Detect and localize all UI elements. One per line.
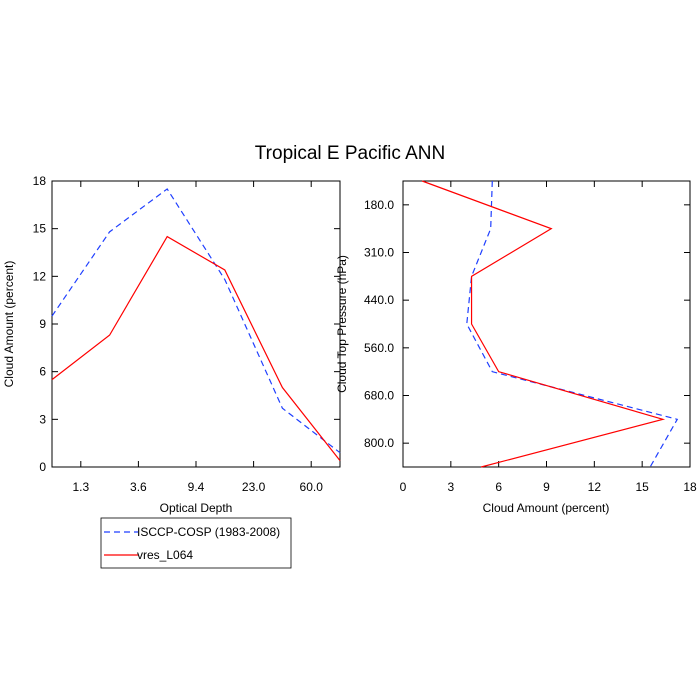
- right-xlabel: Cloud Amount (percent): [483, 501, 610, 515]
- legend-box: [100, 517, 292, 569]
- right-y-tick-label: 800.0: [364, 436, 394, 450]
- right-y-tick-label: 560.0: [364, 341, 394, 355]
- left-xlabel: Optical Depth: [160, 501, 233, 515]
- left-x-tick-label: 1.3: [72, 480, 89, 494]
- left-x-tick-label: 9.4: [188, 480, 205, 494]
- right-x-tick-label: 15: [635, 480, 649, 494]
- right-series-line-0: [466, 180, 679, 468]
- left-series-line-1: [51, 235, 341, 462]
- legend-label-vres: vres_L064: [137, 548, 193, 562]
- right-series-lines: [421, 180, 679, 468]
- left-series-lines: [51, 188, 341, 462]
- left-y-tick-label: 3: [39, 412, 46, 426]
- right-y-tick-label: 180.0: [364, 198, 394, 212]
- left-x-tick-label: 3.6: [130, 480, 147, 494]
- right-y-tick-label: 310.0: [364, 246, 394, 260]
- optical-depth-panel: 0 3 6 9 12 15 18 1.3 3.6 9.4 23.0 60.0 Optical Dept…: [2, 174, 341, 515]
- right-y-tick-label: 680.0: [364, 389, 394, 403]
- left-ticks: 0 3 6 9 12 15 18 1.3 3.6 9.4 23.0 60.0: [33, 174, 340, 494]
- left-plot-frame: [51, 180, 341, 468]
- right-x-tick-label: 3: [447, 480, 454, 494]
- legend: ISCCP-COSP (1983-2008) vres_L064: [100, 517, 292, 569]
- left-y-tick-label: 0: [39, 460, 46, 474]
- right-ticks: 0 3 6 9 12 15 18 180.0 310.0 440.0 560.0 680.0 800.0: [364, 181, 697, 494]
- right-x-tick-label: 0: [400, 480, 407, 494]
- right-x-tick-label: 9: [543, 480, 550, 494]
- left-y-tick-label: 18: [33, 174, 47, 188]
- chart-title: Tropical E Pacific ANN: [255, 143, 445, 164]
- right-x-tick-label: 12: [588, 480, 602, 494]
- left-series-line-0: [51, 188, 341, 454]
- legend-label-isccp: ISCCP-COSP (1983-2008): [137, 525, 280, 539]
- right-x-tick-label: 18: [683, 480, 697, 494]
- left-y-tick-label: 15: [33, 222, 47, 236]
- left-x-tick-label: 23.0: [242, 480, 266, 494]
- left-ylabel: Cloud Amount (percent): [2, 261, 16, 388]
- right-x-tick-label: 6: [495, 480, 502, 494]
- right-ylabel: Cloud Top Pressure (hPa): [335, 255, 349, 393]
- right-y-tick-label: 440.0: [364, 293, 394, 307]
- left-y-tick-label: 6: [39, 365, 46, 379]
- left-y-tick-label: 9: [39, 317, 46, 331]
- cloud-top-pressure-panel: 0 3 6 9 12 15 18 180.0 310.0 440.0 560.0 680.0 800.0…: [335, 180, 697, 515]
- left-y-tick-label: 12: [33, 269, 47, 283]
- left-x-tick-label: 60.0: [300, 480, 324, 494]
- right-series-line-1: [421, 180, 666, 468]
